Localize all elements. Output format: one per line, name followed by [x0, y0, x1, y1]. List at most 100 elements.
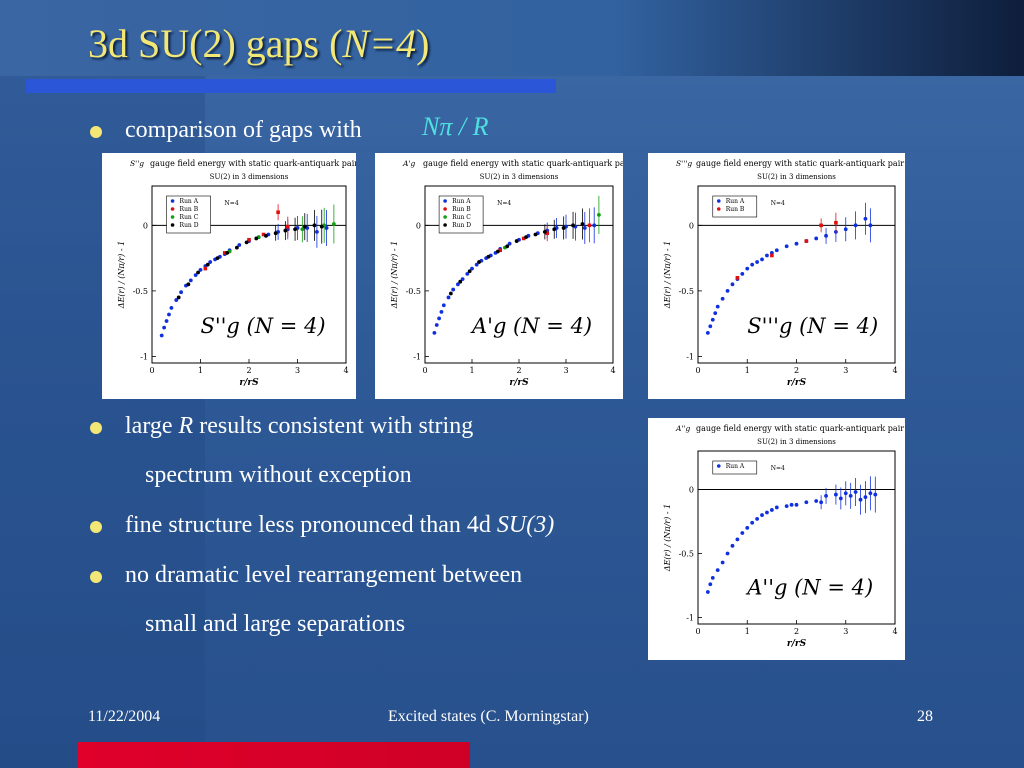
legend-entry: Run D: [452, 222, 471, 229]
data-point: [159, 333, 164, 338]
data-point: [708, 324, 713, 329]
data-point: [467, 269, 472, 274]
data-point: [824, 493, 828, 498]
y-tick-label: 0: [143, 221, 148, 230]
legend-marker: [170, 199, 175, 203]
data-point: [745, 525, 750, 530]
x-tick-label: 2: [246, 366, 251, 375]
data-point: [432, 330, 437, 335]
data-point: [446, 295, 451, 300]
x-tick-label: 1: [745, 366, 750, 375]
data-point: [521, 236, 526, 241]
data-point: [740, 531, 745, 535]
data-point: [770, 253, 774, 258]
bullet-dot: [90, 126, 102, 138]
data-point: [713, 311, 718, 316]
chart-note: N=4: [225, 200, 239, 207]
data-point: [169, 306, 174, 310]
data-point: [302, 224, 307, 229]
data-point: [760, 257, 764, 262]
data-point: [495, 249, 500, 254]
chart-panel-ag: A'g gauge field energy with static quark-…: [375, 153, 623, 399]
data-point: [176, 295, 181, 300]
data-point: [794, 241, 799, 246]
data-point: [853, 223, 858, 228]
chart-subtitle: SU(2) in 3 dimensions: [480, 173, 559, 181]
data-point: [725, 551, 730, 556]
y-tick-label: -0.5: [679, 550, 694, 559]
data-point: [750, 262, 755, 267]
legend-entry: Run A: [180, 198, 199, 205]
data-point: [198, 268, 203, 272]
data-point: [448, 291, 453, 296]
y-tick-label: 0: [689, 221, 694, 230]
bullet-text: fine structure less pronounced than 4d S…: [125, 512, 555, 538]
data-point: [730, 543, 735, 548]
x-tick-label: 2: [794, 366, 799, 375]
bullet-dot: [90, 521, 102, 533]
data-point: [474, 262, 479, 267]
x-tick-label: 4: [610, 366, 615, 375]
data-point: [730, 282, 735, 287]
bullet-text: no dramatic level rearrangement between: [125, 562, 523, 588]
data-point: [542, 229, 547, 234]
bullet-text-continued: small and large separations: [145, 611, 406, 637]
x-tick-label: 4: [343, 366, 348, 375]
data-point: [597, 212, 601, 217]
x-tick-label: 1: [745, 627, 750, 636]
data-point: [789, 502, 794, 507]
data-point: [514, 239, 519, 243]
data-point: [225, 250, 230, 255]
x-tick-label: 0: [422, 366, 427, 375]
state-formula-label: A''g (N = 4): [745, 576, 873, 600]
data-point: [186, 282, 191, 287]
x-tick-label: 3: [563, 366, 568, 375]
data-point: [300, 227, 305, 232]
footer-date: 11/22/2004: [88, 708, 161, 725]
data-point: [863, 495, 868, 500]
y-axis-label: ΔE(r) / (Nπ/r) - 1: [390, 241, 399, 309]
data-point: [441, 303, 446, 308]
data-point: [188, 278, 193, 283]
data-point: [524, 235, 528, 240]
data-point: [745, 266, 750, 271]
legend-entry: Run C: [180, 214, 199, 221]
data-point: [286, 224, 290, 229]
data-point: [705, 330, 710, 335]
data-point: [315, 229, 319, 234]
data-point: [863, 216, 868, 221]
data-point: [824, 233, 828, 238]
data-point: [451, 287, 456, 292]
y-tick-label: -0.5: [406, 287, 421, 296]
data-point: [254, 236, 259, 241]
data-point: [755, 260, 759, 264]
x-tick-label: 0: [695, 627, 700, 636]
data-point: [244, 240, 249, 245]
chart-state-symbol: A''g: [675, 424, 691, 433]
data-point: [710, 575, 715, 580]
chart-ag: A'g gauge field energy with static quark-…: [390, 159, 623, 388]
chart-title: gauge field energy with static quark-ant…: [150, 159, 356, 168]
chart-panel-sg3: S'''g gauge field energy with static quar…: [648, 153, 905, 399]
data-point: [804, 500, 809, 505]
data-point: [205, 262, 210, 267]
data-point: [552, 227, 557, 232]
chart-title: gauge field energy with static quark-ant…: [423, 159, 623, 168]
data-point: [873, 492, 878, 497]
legend-marker: [716, 464, 721, 468]
data-point: [740, 271, 745, 276]
y-tick-label: -1: [140, 352, 148, 361]
chart-subtitle: SU(2) in 3 dimensions: [757, 438, 836, 446]
chart-ag2: A''g gauge field energy with static quark…: [663, 424, 904, 649]
data-point: [319, 224, 324, 229]
data-point: [769, 508, 774, 512]
data-point: [858, 497, 863, 502]
chart-note: N=4: [771, 200, 785, 207]
legend-box: [712, 460, 758, 475]
data-point: [465, 271, 470, 276]
x-tick-label: 3: [843, 366, 848, 375]
data-point: [196, 270, 200, 275]
data-point: [715, 568, 720, 573]
data-point: [750, 520, 755, 525]
x-tick-label: 1: [198, 366, 203, 375]
